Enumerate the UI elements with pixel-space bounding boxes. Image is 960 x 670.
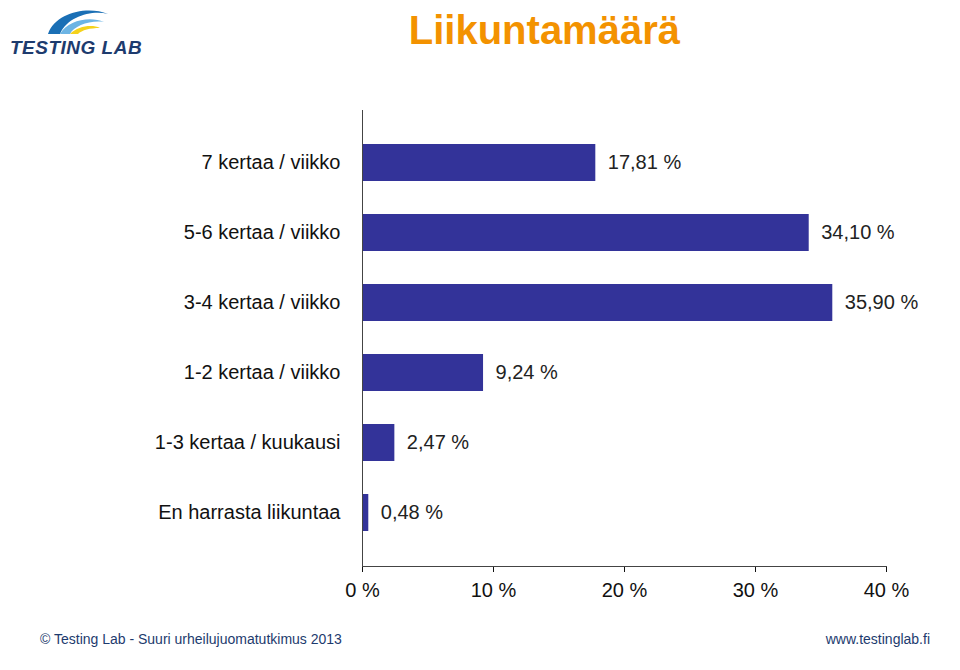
svg-text:2,47 %: 2,47 % [407, 431, 469, 453]
svg-text:30 %: 30 % [733, 579, 779, 601]
html-text:TESTING LAB: TESTING LAB [10, 37, 143, 58]
svg-text:40 %: 40 % [864, 579, 910, 601]
svg-text:5-6 kertaa / viikko: 5-6 kertaa / viikko [184, 221, 341, 243]
svg-text:34,10 %: 34,10 % [821, 221, 895, 243]
svg-text:0 %: 0 % [345, 579, 380, 601]
svg-text:1-3 kertaa / kuukausi: 1-3 kertaa / kuukausi [155, 431, 341, 453]
svg-text:10 %: 10 % [471, 579, 517, 601]
svg-text:0,48 %: 0,48 % [381, 501, 443, 523]
svg-text:3-4 kertaa / viikko: 3-4 kertaa / viikko [184, 291, 341, 313]
html-text:© Testing Lab - Suuri urheiluj: © Testing Lab - Suuri urheilujuomatutkim… [40, 631, 342, 647]
html-text:Liikuntamäärä: Liikuntamäärä [408, 8, 680, 52]
svg-text:1-2 kertaa / viikko: 1-2 kertaa / viikko [184, 361, 341, 383]
svg-text:9,24 %: 9,24 % [496, 361, 558, 383]
svg-text:7 kertaa / viikko: 7 kertaa / viikko [202, 151, 341, 173]
svg-text:En harrasta liikuntaa: En harrasta liikuntaa [158, 501, 341, 523]
svg-text:17,81 %: 17,81 % [608, 151, 682, 173]
svg-text:20 %: 20 % [602, 579, 648, 601]
svg-text:35,90 %: 35,90 % [845, 291, 919, 313]
html-text:www.testinglab.fi: www.testinglab.fi [825, 631, 930, 647]
